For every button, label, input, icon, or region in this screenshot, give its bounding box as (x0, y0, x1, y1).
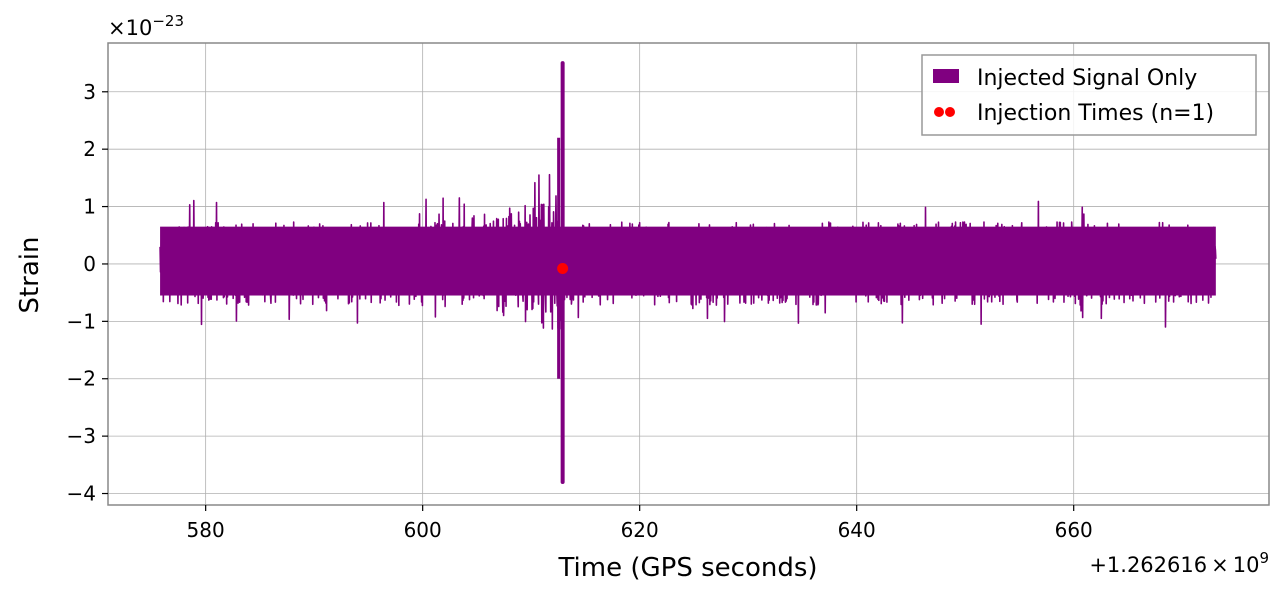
x-tick-label: 600 (404, 518, 442, 542)
legend-swatch-injected-signal (933, 69, 959, 83)
legend-marker-injection-times-2 (945, 107, 955, 117)
y-tick-label: 1 (83, 195, 96, 219)
plot-data (159, 61, 1217, 485)
y-tick-label: 0 (83, 252, 96, 276)
y-tick-label: 2 (83, 137, 96, 161)
y-tick-label: 3 (83, 80, 96, 104)
y-axis-label: Strain (15, 236, 45, 313)
y-scale-factor: ×10−23 (108, 12, 184, 40)
x-axis-label: Time (GPS seconds) (557, 553, 817, 583)
x-tick-label: 640 (838, 518, 876, 542)
legend-marker-injection-times (934, 107, 944, 117)
x-tick-label: 660 (1055, 518, 1093, 542)
legend-box (921, 54, 1257, 136)
y-tick-label: −3 (67, 424, 96, 448)
ticks: 580 600 620 640 660 3 2 1 0 −1 −2 −3 −4 (67, 80, 1093, 542)
x-tick-label: 620 (621, 518, 659, 542)
legend-label-injected-signal: Injected Signal Only (977, 66, 1197, 91)
y-tick-label: −4 (67, 482, 96, 506)
injection-time-point (557, 263, 569, 275)
injected-signal-band (160, 226, 1216, 296)
y-tick-label: −2 (67, 367, 96, 391)
x-offset-label: +1.262616 × 109 (1089, 549, 1269, 577)
plot-frame (107, 42, 1270, 506)
x-tick-label: 580 (187, 518, 225, 542)
legend-label-injection-times: Injection Times (n=1) (977, 101, 1214, 126)
y-tick-label: −1 (67, 309, 96, 333)
legend: Injected Signal Only Injection Times (n=… (921, 54, 1257, 136)
